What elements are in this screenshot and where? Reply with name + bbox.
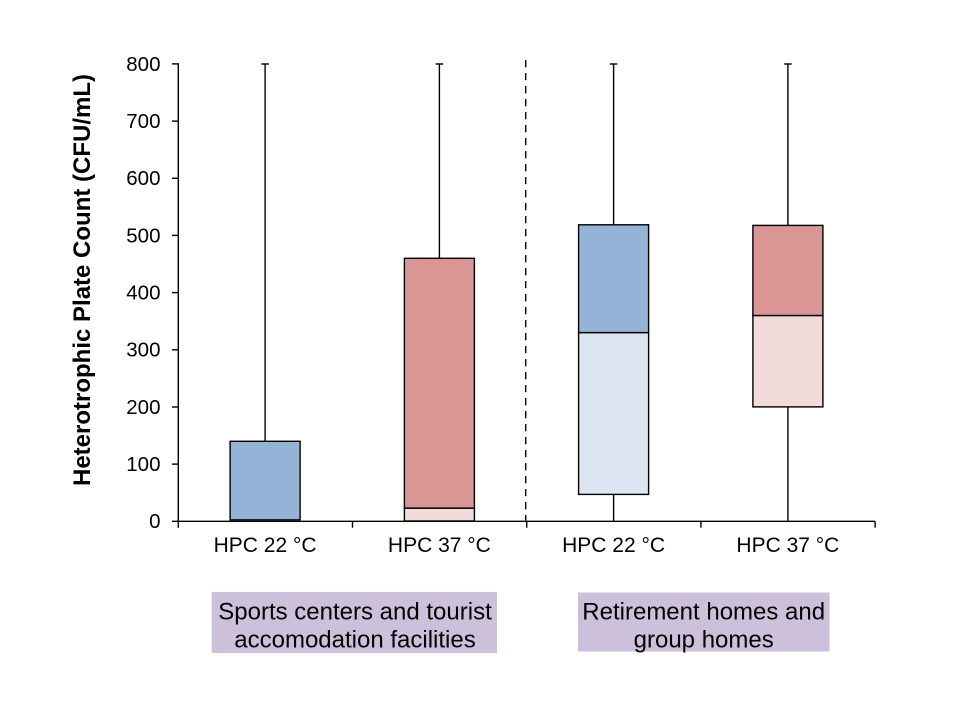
svg-text:HPC 37 °C: HPC 37 °C: [736, 534, 839, 557]
svg-text:accomodation facilities: accomodation facilities: [234, 627, 475, 654]
svg-text:600: 600: [126, 167, 160, 190]
svg-text:0: 0: [149, 510, 160, 533]
svg-text:200: 200: [126, 396, 160, 419]
svg-text:300: 300: [126, 339, 160, 362]
svg-text:400: 400: [126, 282, 160, 305]
svg-text:500: 500: [126, 224, 160, 247]
svg-text:800: 800: [126, 53, 160, 76]
svg-text:HPC 22 °C: HPC 22 °C: [562, 534, 665, 557]
svg-text:group homes: group homes: [634, 627, 774, 654]
svg-text:HPC 37 °C: HPC 37 °C: [388, 534, 491, 557]
svg-text:100: 100: [126, 453, 160, 476]
svg-text:700: 700: [126, 110, 160, 133]
svg-text:Sports centers and tourist: Sports centers and tourist: [218, 598, 492, 625]
svg-text:Retirement homes and: Retirement homes and: [582, 598, 825, 625]
svg-text:HPC 22 °C: HPC 22 °C: [214, 534, 317, 557]
svg-text:Heterotrophic Plate Count (CFU: Heterotrophic Plate Count (CFU/mL): [69, 74, 96, 486]
